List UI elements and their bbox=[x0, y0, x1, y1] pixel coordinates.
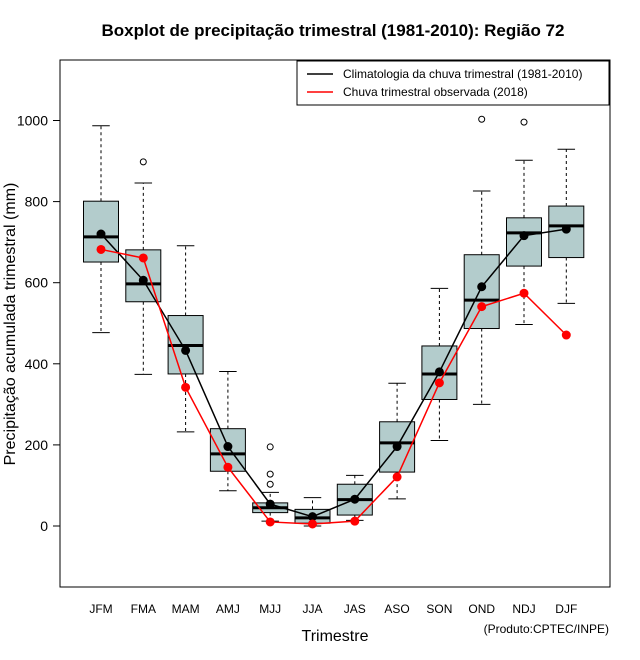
x-tick-label: JAS bbox=[344, 602, 366, 616]
y-tick-label: 0 bbox=[40, 518, 48, 534]
outlier-point bbox=[266, 470, 274, 478]
legend-entry: Climatologia da chuva trimestral (1981-2… bbox=[343, 67, 582, 81]
x-tick-label: DJF bbox=[555, 602, 577, 616]
x-tick-label: OND bbox=[468, 602, 495, 616]
series-point-climatology bbox=[434, 367, 444, 377]
series-point-observed bbox=[434, 378, 444, 388]
series-point-observed bbox=[477, 302, 487, 312]
series-line-climatology bbox=[100, 228, 567, 518]
y-tick-label: 800 bbox=[25, 194, 49, 210]
series-point-observed bbox=[138, 253, 148, 263]
outlier-point bbox=[520, 118, 528, 126]
series-point-observed bbox=[181, 382, 191, 392]
series-point-observed bbox=[265, 517, 275, 527]
plot-frame bbox=[59, 59, 611, 588]
outlier-point bbox=[139, 158, 147, 166]
box-DJF bbox=[548, 205, 585, 259]
series-point-climatology bbox=[181, 345, 191, 355]
series-point-climatology bbox=[265, 499, 275, 509]
x-tick-label: MAM bbox=[172, 602, 200, 616]
legend-entry: Chuva trimestral observada (2018) bbox=[343, 85, 528, 99]
plot-area: 0 200 400 600 800 1000 JFM FMA MAM AMJ MJJ JJA JAS AS… bbox=[17, 59, 611, 616]
series-point-climatology bbox=[519, 231, 529, 241]
series-point-observed bbox=[223, 462, 233, 472]
series-point-climatology bbox=[350, 494, 360, 504]
series-point-climatology bbox=[392, 442, 402, 452]
box-NDJ bbox=[506, 217, 542, 267]
series-point-climatology bbox=[477, 282, 487, 292]
x-tick-label: FMA bbox=[131, 602, 156, 616]
series-point-climatology bbox=[561, 224, 571, 234]
y-tick-label: 400 bbox=[25, 356, 49, 372]
box-OND bbox=[463, 254, 500, 330]
series-point-climatology bbox=[223, 442, 233, 452]
outlier-point bbox=[478, 115, 486, 123]
x-tick-label: ASO bbox=[384, 602, 409, 616]
series-point-observed bbox=[392, 472, 402, 482]
x-axis-label: Trimestre bbox=[302, 628, 369, 645]
x-tick-label: SON bbox=[426, 602, 452, 616]
x-tick-label: JFM bbox=[89, 602, 112, 616]
y-tick-label: 1000 bbox=[17, 113, 48, 129]
x-tick-label: JJA bbox=[302, 602, 322, 616]
series-point-observed bbox=[519, 288, 529, 298]
outlier-point bbox=[266, 443, 274, 451]
series-point-climatology bbox=[138, 275, 148, 285]
series-point-observed bbox=[96, 244, 106, 254]
series-line-observed bbox=[100, 248, 567, 525]
series-point-climatology bbox=[96, 229, 106, 239]
x-tick-label: MJJ bbox=[259, 602, 281, 616]
credit-text: (Produto:CPTEC/INPE) bbox=[484, 622, 609, 636]
x-tick-label: NDJ bbox=[512, 602, 535, 616]
y-tick-label: 600 bbox=[25, 275, 49, 291]
series-point-observed bbox=[350, 516, 360, 526]
y-tick-label: 200 bbox=[25, 437, 49, 453]
series-point-observed bbox=[561, 330, 571, 340]
chart-title: Boxplot de precipitação trimestral (1981… bbox=[102, 21, 565, 40]
series-point-observed bbox=[308, 519, 317, 529]
x-tick-label: AMJ bbox=[216, 602, 240, 616]
legend-box bbox=[296, 60, 610, 106]
y-axis-label: Precipitação acumulada trimestral (mm) bbox=[2, 183, 19, 466]
outlier-point bbox=[266, 480, 274, 488]
